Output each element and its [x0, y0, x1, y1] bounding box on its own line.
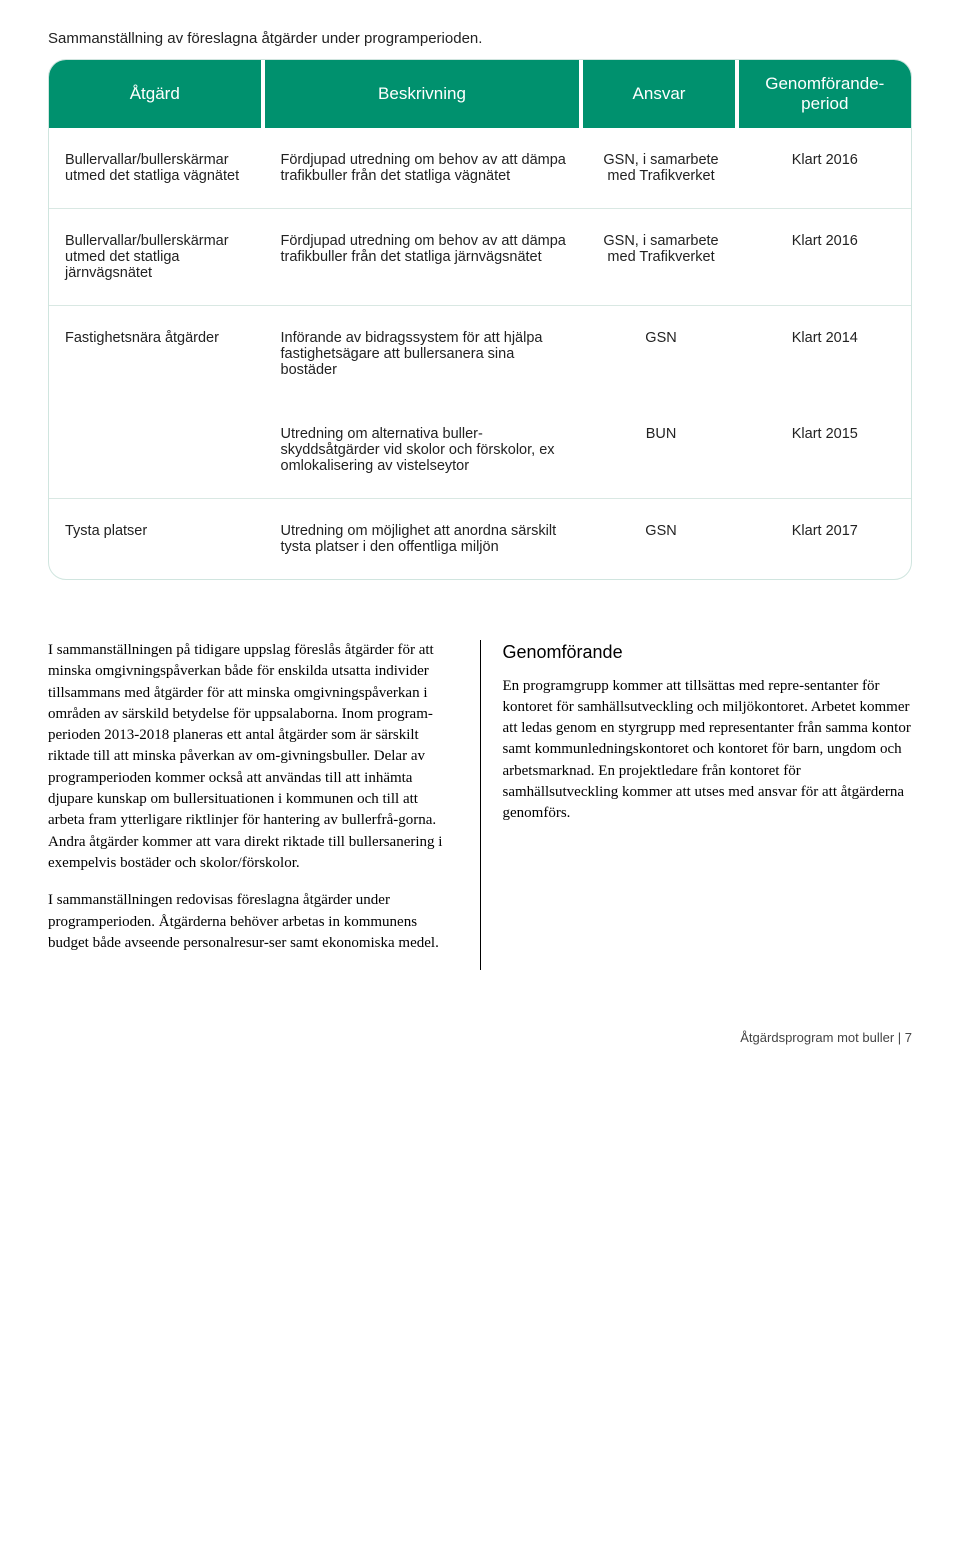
- table-caption: Sammanställning av föreslagna åtgärder u…: [48, 30, 912, 47]
- cell-ansvar: BUN: [583, 402, 738, 498]
- cell-period: Klart 2016: [739, 208, 911, 305]
- col-header-period: Genomförande-period: [739, 60, 911, 128]
- cell-ansvar: GSN: [583, 498, 738, 579]
- body-paragraph: I sammanställningen redovisas föreslagna…: [48, 890, 458, 954]
- cell-period: Klart 2015: [739, 402, 911, 498]
- cell-beskrivning: Utredning om alternativa buller-skyddsåt…: [265, 402, 584, 498]
- page-footer: Åtgärdsprogram mot buller | 7: [48, 1030, 912, 1045]
- cell-beskrivning: Utredning om möjlighet att anordna särsk…: [265, 498, 584, 579]
- cell-beskrivning: Införande av bidragssystem för att hjälp…: [265, 305, 584, 402]
- col-header-beskrivning: Beskrivning: [265, 60, 584, 128]
- table-header-row: Åtgärd Beskrivning Ansvar Genomförande-p…: [49, 60, 911, 128]
- cell-period: Klart 2017: [739, 498, 911, 579]
- col-header-atgard: Åtgärd: [49, 60, 265, 128]
- body-col-right: Genomförande En programgrupp kommer att …: [481, 640, 913, 970]
- table-row: Tysta platser Utredning om möjlighet att…: [49, 498, 911, 579]
- cell-atgard: Bullervallar/bullerskärmar utmed det sta…: [49, 208, 265, 305]
- body-columns: I sammanställningen på tidigare uppslag …: [48, 640, 912, 970]
- col-header-ansvar: Ansvar: [583, 60, 738, 128]
- body-paragraph: En programgrupp kommer att tillsättas me…: [503, 676, 913, 825]
- cell-ansvar: GSN, i samarbete med Trafikverket: [583, 128, 738, 208]
- body-col-left: I sammanställningen på tidigare uppslag …: [48, 640, 481, 970]
- cell-ansvar: GSN, i samarbete med Trafikverket: [583, 208, 738, 305]
- table-row: Bullervallar/bullerskärmar utmed det sta…: [49, 128, 911, 208]
- cell-ansvar: GSN: [583, 305, 738, 402]
- cell-period: Klart 2014: [739, 305, 911, 402]
- table-row: Fastighetsnära åtgärder Införande av bid…: [49, 305, 911, 402]
- cell-beskrivning: Fördjupad utredning om behov av att dämp…: [265, 128, 584, 208]
- cell-atgard: Fastighetsnära åtgärder: [49, 305, 265, 402]
- cell-atgard: [49, 402, 265, 498]
- body-paragraph: I sammanställningen på tidigare uppslag …: [48, 640, 458, 874]
- section-heading: Genomförande: [503, 640, 913, 666]
- cell-beskrivning: Fördjupad utredning om behov av att dämp…: [265, 208, 584, 305]
- cell-period: Klart 2016: [739, 128, 911, 208]
- summary-table: Åtgärd Beskrivning Ansvar Genomförande-p…: [48, 59, 912, 580]
- table-row: Utredning om alternativa buller-skyddsåt…: [49, 402, 911, 498]
- cell-atgard: Tysta platser: [49, 498, 265, 579]
- cell-atgard: Bullervallar/bullerskärmar utmed det sta…: [49, 128, 265, 208]
- table-row: Bullervallar/bullerskärmar utmed det sta…: [49, 208, 911, 305]
